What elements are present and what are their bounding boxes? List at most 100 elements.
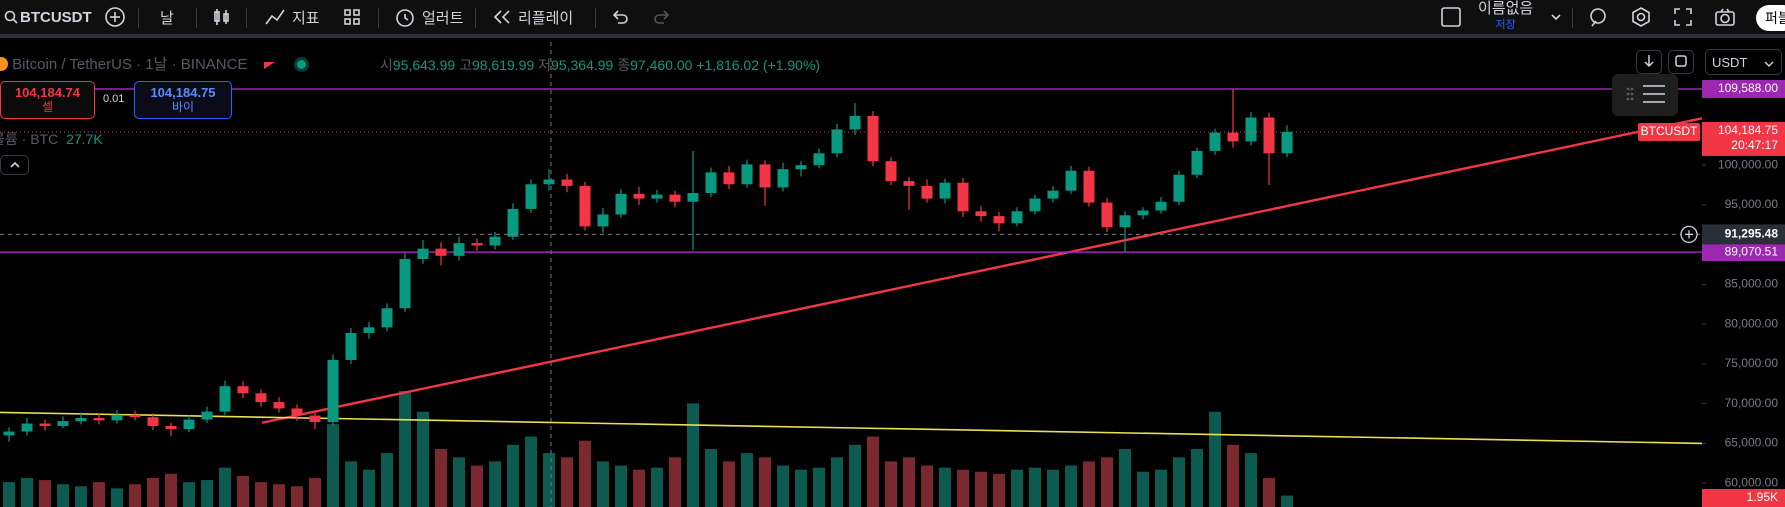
candle-body [39, 423, 51, 426]
volume-bar [633, 469, 645, 507]
last-price-label: 104,184.75 [1718, 123, 1778, 137]
symbol-tag [1638, 122, 1700, 141]
volume-bar [507, 444, 519, 507]
separator [138, 8, 139, 28]
candle-body [327, 359, 339, 422]
candle-body [1227, 132, 1239, 142]
candle-body [849, 115, 861, 130]
layout-name[interactable]: 이름없음 저장 [1478, 0, 1533, 34]
volume-bar [381, 453, 393, 507]
candle-body [975, 211, 987, 217]
fullscreen-button[interactable] [1673, 0, 1693, 34]
replay-button[interactable]: 리플레이 [492, 0, 573, 34]
volume-bar [1173, 457, 1185, 507]
volume-bar [255, 482, 267, 507]
line-price-label: 109,588.00 [1718, 81, 1778, 95]
volume-bar [1101, 457, 1113, 507]
symbol-search[interactable]: BTCUSDT [4, 0, 92, 34]
candle-body [1101, 202, 1113, 228]
publish: 퍼블 [1765, 10, 1785, 26]
replay-icon [493, 10, 510, 24]
volume-bar [1245, 453, 1257, 507]
indicator-icon [265, 9, 285, 25]
templates-button[interactable] [343, 0, 361, 34]
separator [1572, 8, 1573, 28]
price-axis-labels: 60,000.00 65,000.00 70,000.00 75,000.00 80,0… [1638, 79, 1785, 507]
volume-bar [1047, 469, 1059, 507]
candle-body [1083, 170, 1095, 203]
volume-bar [597, 461, 609, 507]
layout-toggle[interactable] [1440, 0, 1462, 34]
trend-line [261, 117, 1702, 424]
snapshot-button[interactable] [1714, 0, 1736, 34]
volume-bar [723, 461, 735, 507]
alerts-button[interactable]: 얼러트 [394, 0, 463, 34]
sell-button[interactable]: 104,184.74 셀 [0, 81, 95, 119]
indicators: 지표 [292, 9, 320, 27]
volume-bar [975, 471, 987, 507]
buy-button[interactable]: 104,184.75 바이 [134, 81, 232, 119]
change-value: +1,816.02 (+1.90%) [696, 57, 821, 73]
candle-body [381, 308, 393, 328]
volume-bar [39, 480, 51, 507]
volume-bar [183, 482, 195, 507]
add-symbol[interactable] [104, 0, 126, 34]
line-price-tag [1702, 79, 1785, 98]
quick-search[interactable] [1587, 0, 1609, 34]
candle-body [885, 161, 897, 182]
volume-bar [471, 465, 483, 507]
coin-logo [0, 57, 8, 71]
buy-price: 104,184.75 [150, 85, 216, 100]
replay: 리플레이 [518, 9, 574, 27]
symbol: BTCUSDT [20, 8, 92, 26]
candle-body [543, 179, 555, 185]
interval-button[interactable]: 날 [160, 0, 174, 34]
low-value: 95,364.99 [551, 57, 614, 73]
layout-menu[interactable] [1550, 0, 1562, 34]
volume-bar [219, 467, 231, 507]
candle-body [489, 236, 501, 246]
candle-body [363, 327, 375, 333]
countdown-label: 20:47:17 [1731, 138, 1778, 152]
candle-body [1173, 174, 1185, 202]
volume-bar [705, 449, 717, 507]
volume-bar [1155, 469, 1167, 507]
candle-body [273, 402, 285, 409]
undo-button[interactable] [610, 0, 630, 34]
candle-body [723, 172, 735, 185]
drawing-panel-button[interactable] [1612, 74, 1678, 116]
volume-bar [669, 457, 681, 507]
volume-bar [759, 457, 771, 507]
grid-icon [344, 9, 360, 25]
volume-bar [543, 453, 555, 507]
currency: USDT [1712, 55, 1748, 70]
reset-button[interactable] [1668, 50, 1694, 74]
volume-tag-label: 1.95K [1747, 490, 1778, 504]
redo-button[interactable] [652, 0, 672, 34]
separator [595, 8, 596, 28]
close-value: 97,460.00 [630, 57, 693, 73]
symbol-exchange: BINANCE [180, 56, 248, 73]
scroll-down-button[interactable] [1636, 50, 1662, 74]
publish-button[interactable]: 퍼블 [1756, 5, 1785, 31]
candle-body [165, 425, 177, 430]
candle-body [957, 182, 969, 212]
chart-type-button[interactable] [212, 0, 232, 34]
volume-bar [885, 461, 897, 507]
volume-value: 27.7K [66, 131, 103, 147]
collapse-button[interactable] [0, 155, 29, 175]
settings-button[interactable] [1630, 0, 1652, 34]
volume-tag [1702, 489, 1785, 507]
candle-body [21, 423, 33, 432]
line-price-tag [1702, 243, 1785, 262]
volume-bar [777, 465, 789, 507]
currency-select[interactable]: USDT [1705, 49, 1782, 75]
indicators-button[interactable]: 지표 [264, 0, 320, 34]
spread: 0.01 [103, 93, 125, 105]
gear-icon [1632, 7, 1650, 27]
top-toolbar: BTCUSDT 날 지표 얼러트 리플레이 이름없음 저장 퍼블 [0, 0, 1785, 38]
volume-bar [795, 469, 807, 507]
symbol-name: Bitcoin / TetherUS [12, 56, 132, 73]
